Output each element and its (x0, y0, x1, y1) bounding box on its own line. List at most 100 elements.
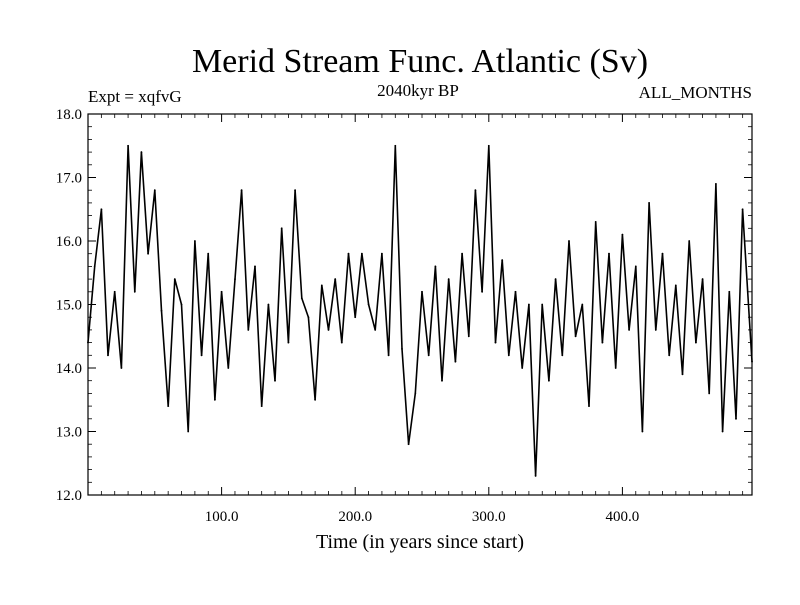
data-point (107, 354, 109, 357)
data-point (354, 316, 357, 319)
data-point (661, 252, 664, 255)
data-point (254, 265, 256, 268)
data-point (481, 290, 483, 293)
data-point (507, 354, 510, 357)
data-point (320, 284, 323, 287)
data-point (554, 278, 557, 280)
data-point (528, 303, 530, 306)
data-point (334, 278, 337, 280)
data-point (220, 290, 223, 293)
data-point (361, 252, 363, 255)
data-point (681, 373, 684, 376)
data-point (601, 341, 604, 344)
annotation-period: 2040kyr BP (377, 81, 459, 100)
data-point (474, 189, 477, 192)
y-tick-label: 14.0 (56, 361, 82, 377)
data-point (568, 240, 570, 242)
chart-title: Merid Stream Func. Atlantic (Sv) (192, 43, 648, 80)
data-point (641, 430, 644, 433)
y-tick-label: 13.0 (56, 425, 82, 441)
data-point (588, 405, 590, 407)
data-point (421, 290, 423, 293)
data-point (621, 233, 624, 236)
data-point (307, 316, 310, 319)
data-point (194, 240, 196, 242)
data-point (347, 252, 350, 255)
y-tick-label: 15.0 (56, 298, 82, 314)
data-point (187, 430, 190, 433)
data-point (708, 392, 711, 395)
data-point (434, 265, 437, 268)
data-point (367, 303, 370, 306)
annotation-months: ALL_MONTHS (639, 83, 752, 102)
data-point (153, 189, 156, 192)
data-point (715, 183, 717, 185)
data-point (654, 329, 657, 331)
data-point (381, 252, 383, 255)
data-point (634, 265, 637, 268)
data-point (487, 144, 490, 147)
data-point (120, 367, 123, 369)
data-point (414, 392, 417, 395)
data-point (227, 367, 230, 369)
y-tick-label: 12.0 (56, 488, 82, 504)
data-point (467, 335, 470, 338)
data-point (648, 202, 650, 204)
x-tick-label: 300.0 (472, 509, 506, 525)
data-point (668, 354, 671, 357)
data-point (674, 284, 677, 287)
data-point (401, 348, 403, 350)
data-point (541, 303, 544, 306)
data-point (494, 341, 497, 344)
data-point (340, 341, 343, 344)
data-point (200, 354, 203, 357)
x-tick-label: 400.0 (606, 509, 640, 525)
x-tick-label: 200.0 (338, 509, 372, 525)
data-point (608, 252, 610, 255)
data-point (501, 259, 504, 261)
y-tick-label: 17.0 (56, 171, 82, 187)
data-point (447, 278, 450, 280)
data-point (274, 379, 276, 382)
data-point (180, 303, 183, 306)
data-point (240, 189, 243, 192)
data-point (287, 341, 290, 344)
series-line (87, 145, 753, 477)
data-point (167, 405, 170, 407)
data-point (300, 297, 303, 300)
data-point (521, 367, 524, 369)
data-point (113, 290, 116, 293)
y-axis-ticks: 12.0 13.0 14.0 15.0 16.0 17.0 18.0 (56, 107, 752, 504)
data-point (173, 278, 176, 280)
data-point (294, 189, 296, 192)
data-point (327, 329, 330, 331)
data-point (454, 360, 457, 363)
x-tick-label: 100.0 (205, 509, 239, 525)
y-tick-label: 16.0 (56, 234, 82, 250)
x-axis-label: Time (in years since start) (316, 531, 524, 553)
data-point (688, 240, 691, 242)
data-point (534, 475, 537, 477)
data-point (374, 329, 377, 331)
data-point (127, 144, 129, 147)
data-point (140, 151, 143, 154)
data-point (735, 417, 737, 420)
x-axis-ticks: 100.0 200.0 300.0 400.0 (100, 114, 744, 525)
data-point (234, 278, 236, 280)
data-point (561, 354, 564, 357)
data-point (581, 303, 584, 306)
data-point (695, 341, 697, 344)
data-point (741, 208, 744, 211)
data-point (427, 354, 430, 357)
data-point (441, 379, 443, 382)
data-point (267, 303, 270, 306)
data-point (247, 329, 250, 331)
annotation-experiment: Expt = xqfvG (88, 87, 182, 106)
data-point (207, 252, 210, 255)
data-point (574, 335, 577, 338)
data-point (100, 208, 103, 211)
data-point (214, 398, 216, 401)
data-point (514, 290, 517, 293)
